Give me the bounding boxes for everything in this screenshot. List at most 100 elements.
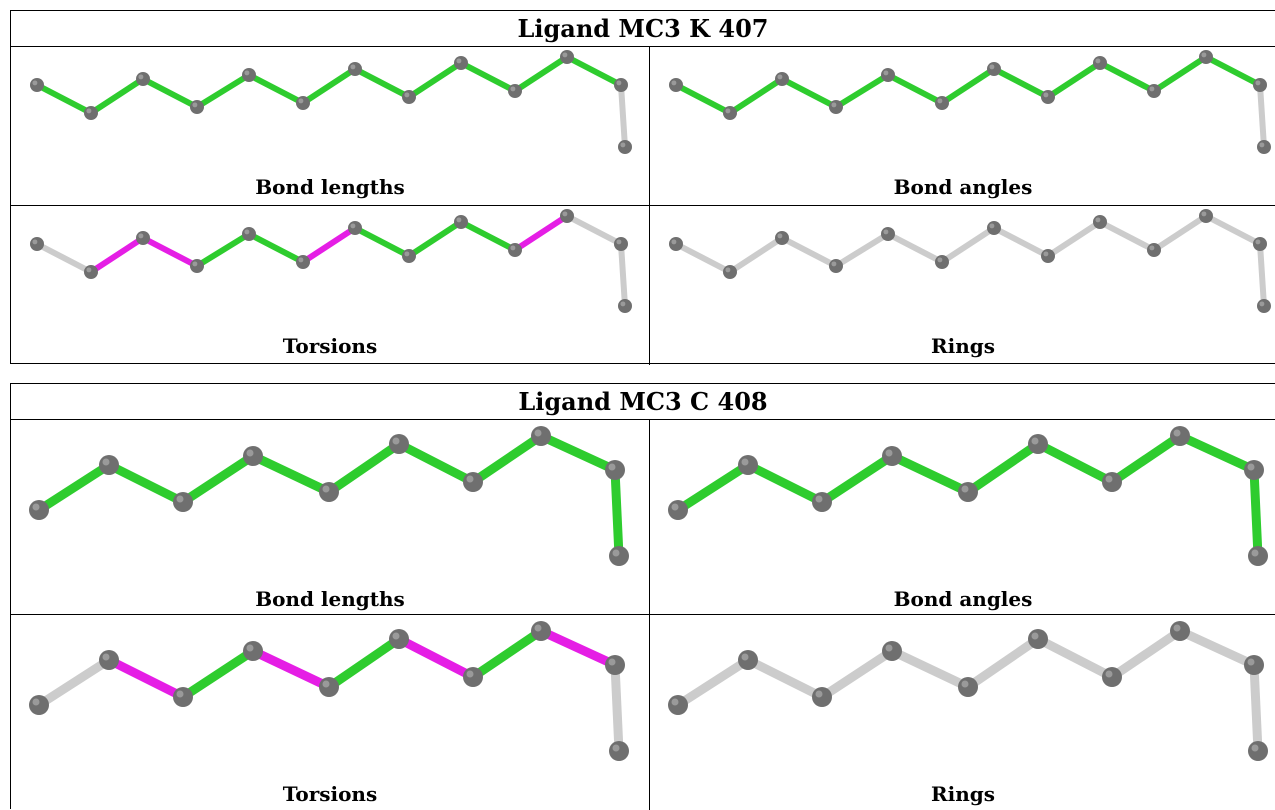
atom — [1093, 215, 1107, 229]
bond — [458, 60, 518, 94]
atom — [319, 677, 339, 697]
atom — [882, 641, 902, 661]
atom — [738, 650, 758, 670]
atom-highlight — [392, 632, 400, 640]
atom — [242, 68, 256, 82]
atom-highlight — [831, 102, 837, 108]
molecule-diagram — [668, 621, 1268, 761]
bond — [352, 225, 412, 259]
bond — [1033, 634, 1117, 682]
bond — [406, 219, 464, 259]
bond — [673, 460, 753, 515]
molecule-diagram — [30, 50, 632, 154]
bond — [324, 634, 404, 692]
panel-label: Torsions — [282, 782, 378, 806]
bond — [88, 76, 146, 116]
atom — [1028, 629, 1048, 649]
atom-highlight — [322, 485, 330, 493]
atom-highlight — [32, 80, 38, 86]
panel-bond-lengths: Bond lengths — [11, 47, 649, 205]
grid-divider — [649, 420, 650, 810]
atom-highlight — [1247, 658, 1255, 666]
atom-highlight — [831, 261, 837, 267]
atom-highlight — [1255, 80, 1261, 86]
atom-highlight — [1105, 670, 1113, 678]
atom-highlight — [244, 70, 250, 76]
panel-bond-lengths: Bond lengths — [11, 420, 649, 614]
bond — [104, 460, 188, 507]
bond — [536, 626, 620, 670]
atom-highlight — [246, 449, 254, 457]
atom — [1253, 237, 1267, 251]
atom-highlight — [1105, 475, 1113, 483]
atom — [348, 62, 362, 76]
atom — [454, 56, 468, 70]
atom — [463, 472, 483, 492]
atom — [1248, 546, 1268, 566]
atom — [605, 655, 625, 675]
bond — [1033, 439, 1117, 487]
atom — [84, 265, 98, 279]
bond — [512, 54, 570, 94]
bond — [887, 646, 973, 692]
atom-highlight — [777, 74, 783, 80]
atom — [348, 221, 362, 235]
atom — [29, 695, 49, 715]
bond — [1107, 431, 1185, 487]
bond — [1151, 213, 1209, 253]
bond — [194, 72, 252, 110]
atom-highlight — [456, 58, 462, 64]
ligand-title: Ligand MC3 K 407 — [11, 11, 1275, 47]
atom — [30, 237, 44, 251]
atom-highlight — [671, 698, 679, 706]
atom-highlight — [86, 108, 92, 114]
bond — [1203, 213, 1263, 247]
atom-highlight — [1043, 92, 1049, 98]
ligand-title: Ligand MC3 C 408 — [11, 384, 1275, 420]
atom-highlight — [456, 217, 462, 223]
atom-highlight — [1251, 744, 1259, 752]
bond — [673, 82, 733, 116]
atom-highlight — [350, 223, 356, 229]
atom-highlight — [510, 245, 516, 251]
atom — [243, 446, 263, 466]
ligand-table-1: Ligand MC3 K 407 Bond lengths Bond angle… — [10, 10, 1275, 365]
atom-highlight — [138, 233, 144, 239]
atom-highlight — [176, 690, 184, 698]
bond — [1151, 54, 1209, 94]
atom-highlight — [1259, 301, 1265, 307]
grid-divider — [11, 205, 1275, 206]
atom-highlight — [298, 98, 304, 104]
bond — [1249, 660, 1263, 756]
atom — [454, 215, 468, 229]
molecule-diagram — [669, 50, 1271, 154]
atom-highlight — [102, 653, 110, 661]
atom-highlight — [937, 257, 943, 263]
panel-label: Rings — [930, 334, 995, 358]
atom-highlight — [741, 653, 749, 661]
bond — [1097, 60, 1157, 94]
atom — [99, 650, 119, 670]
bond — [673, 241, 733, 275]
molecule-diagram — [30, 209, 632, 313]
atom-highlight — [961, 485, 969, 493]
bond — [468, 431, 546, 487]
bond — [246, 231, 306, 265]
panel-label: Bond angles — [893, 587, 1033, 611]
atom-highlight — [562, 52, 568, 58]
atom-highlight — [612, 549, 620, 557]
bond — [991, 66, 1051, 100]
atom-highlight — [244, 229, 250, 235]
bond — [1175, 626, 1259, 670]
atom — [190, 259, 204, 273]
atom-highlight — [534, 624, 542, 632]
bond — [1097, 219, 1157, 253]
atom — [243, 641, 263, 661]
bond — [939, 225, 997, 265]
atom — [668, 695, 688, 715]
bond — [887, 451, 973, 497]
atom-highlight — [815, 495, 823, 503]
bond — [885, 72, 945, 106]
atom-highlight — [350, 64, 356, 70]
atom — [723, 106, 737, 120]
